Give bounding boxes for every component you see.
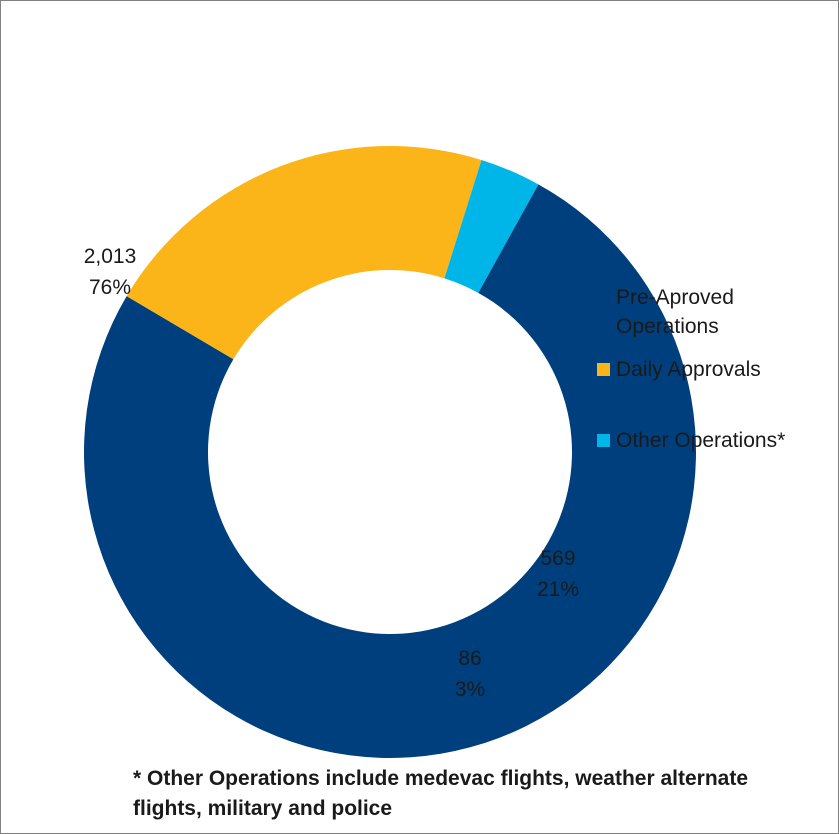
data-label-percent: 3% (455, 678, 485, 701)
legend-label-line: Other Operations* (616, 429, 786, 452)
legend-label-line: Daily Approvals (616, 358, 761, 381)
legend-label-line: Pre-Aproved (616, 286, 734, 309)
donut-slice-pre-aproved-operations (83, 184, 696, 759)
donut-slice-daily-approvals (126, 146, 482, 360)
data-labels: 2,013 76% 569 21% 86 3% (84, 245, 579, 701)
data-label-value: 86 (458, 647, 481, 670)
legend-swatch (597, 291, 610, 304)
legend-swatch (597, 363, 610, 376)
donut-slices (83, 146, 696, 759)
data-label-value: 569 (540, 547, 575, 570)
legend: Pre-Aproved Operations Daily Approvals O… (597, 283, 827, 455)
footnote: * Other Operations include medevac fligh… (133, 767, 749, 820)
data-label-percent: 21% (537, 578, 579, 601)
data-label-percent: 76% (89, 276, 131, 299)
legend-item-daily-approvals: Daily Approvals (597, 355, 827, 384)
legend-swatch (597, 434, 610, 447)
legend-item-pre-aproved: Pre-Aproved Operations (597, 283, 827, 341)
legend-label-line: Operations (616, 315, 719, 338)
donut-slice-other-operations (444, 159, 539, 293)
data-label-value: 2,013 (84, 245, 137, 268)
legend-item-other-operations: Other Operations* (597, 426, 827, 455)
